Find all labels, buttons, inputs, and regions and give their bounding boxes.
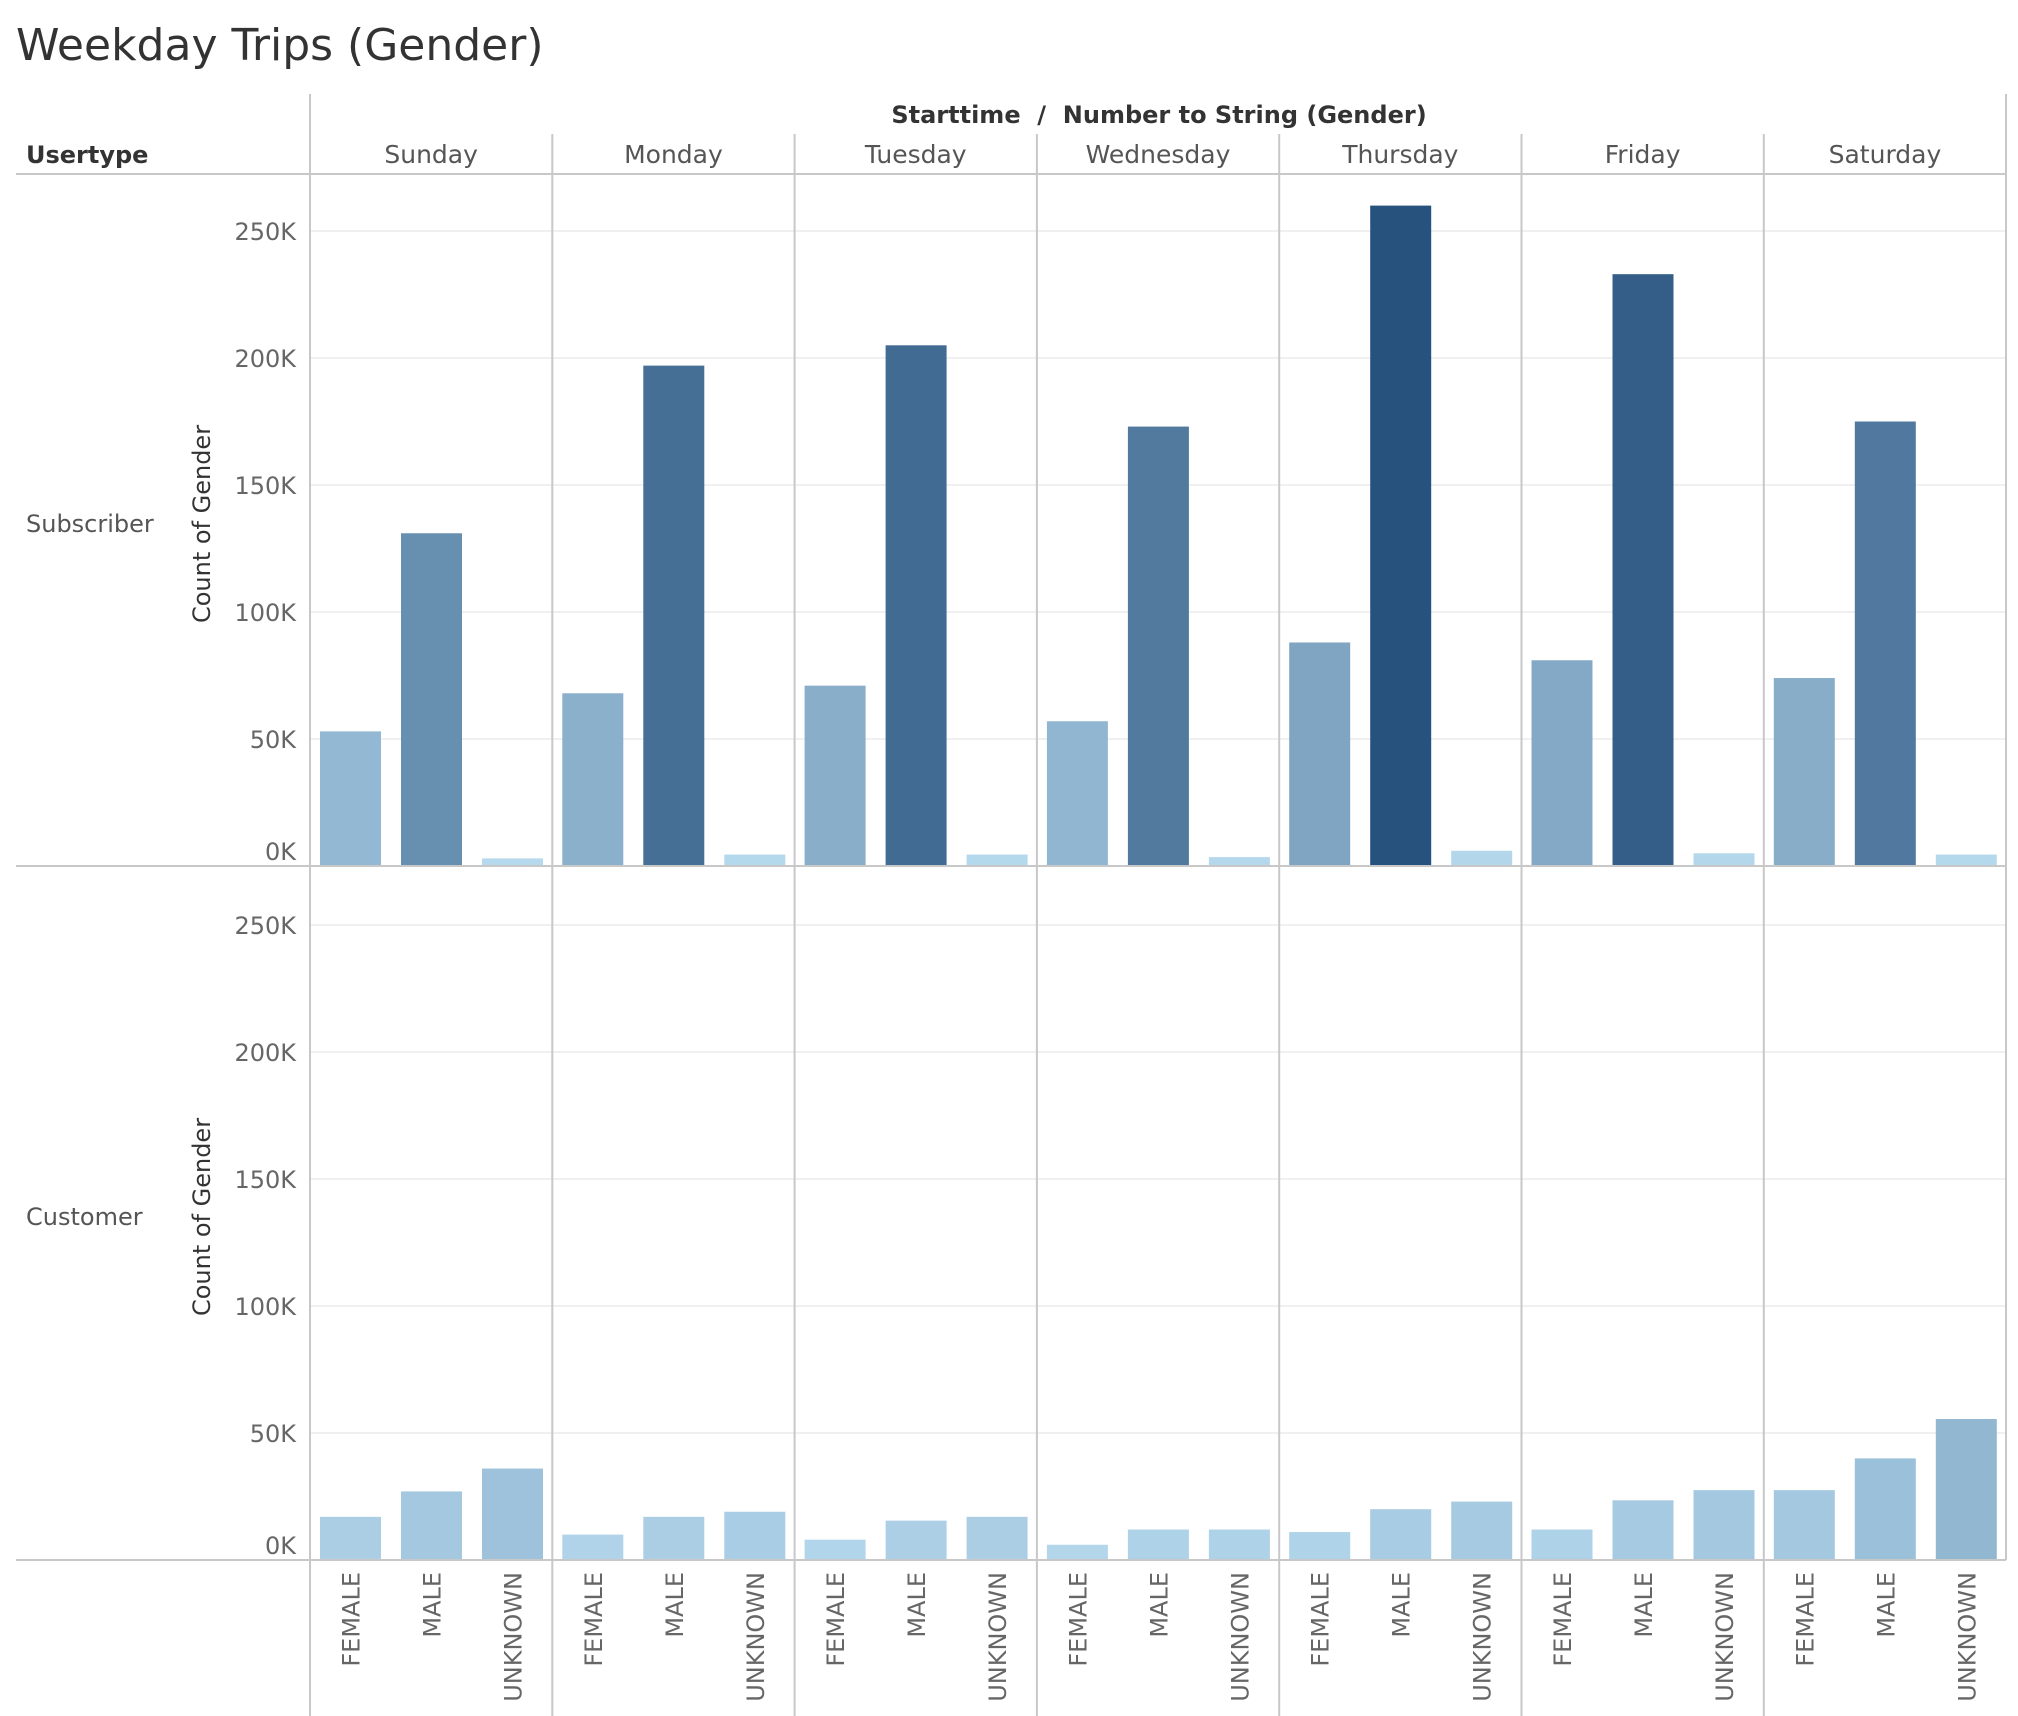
dividers (16, 94, 2007, 1716)
bar-subscriber-wednesday-unknown (1208, 857, 1270, 866)
bar-subscriber-wednesday-female (1046, 721, 1108, 866)
bar-subscriber-sunday-male (401, 533, 462, 866)
bar-customer-thursday-male (1370, 1509, 1432, 1560)
bar-customer-wednesday-male (1127, 1529, 1189, 1560)
x-tick-label-unknown: UNKNOWN (500, 1572, 528, 1702)
x-tick-label-unknown: UNKNOWN (1711, 1572, 1739, 1702)
y-tick-label: 150K (234, 1166, 297, 1194)
bar-subscriber-thursday-unknown (1451, 850, 1513, 866)
y-tick-label: 0K (265, 838, 297, 866)
row-label-customer: Customer (26, 1203, 143, 1231)
bar-subscriber-monday-unknown (724, 854, 786, 866)
y-tick-label: 100K (234, 1293, 297, 1321)
x-tick-label-male: MALE (903, 1572, 931, 1638)
bar-customer-saturday-unknown (1935, 1419, 1997, 1560)
bar-customer-tuesday-male (885, 1520, 947, 1560)
x-tick-label-female: FEMALE (338, 1572, 366, 1667)
y-tick-label: 150K (234, 472, 297, 500)
bar-customer-friday-female (1531, 1529, 1593, 1560)
column-header-title: Starttime / Number to String (Gender) (891, 101, 1426, 129)
bar-subscriber-sunday-female (320, 731, 381, 866)
bar-customer-friday-unknown (1693, 1490, 1755, 1560)
y-tick-label: 50K (250, 1420, 298, 1448)
bar-subscriber-monday-male (643, 365, 705, 866)
bar-customer-monday-unknown (724, 1511, 786, 1560)
bar-subscriber-tuesday-unknown (966, 854, 1028, 866)
x-tick-label-female: FEMALE (1064, 1572, 1092, 1667)
bar-subscriber-saturday-female (1773, 678, 1835, 866)
bar-customer-saturday-female (1773, 1490, 1835, 1560)
x-tick-label-female: FEMALE (1791, 1572, 1819, 1667)
bar-customer-saturday-male (1854, 1458, 1916, 1560)
x-tick-label-male: MALE (1872, 1572, 1900, 1638)
day-header-friday: Friday (1605, 140, 1681, 169)
bar-subscriber-wednesday-male (1127, 426, 1189, 866)
y-tick-label: 100K (234, 599, 297, 627)
bar-subscriber-friday-unknown (1693, 853, 1755, 866)
bar-customer-thursday-unknown (1451, 1501, 1513, 1560)
y-tick-label: 50K (250, 726, 298, 754)
day-header-thursday: Thursday (1341, 140, 1458, 169)
y-tick-label: 0K (265, 1532, 297, 1560)
row-label-subscriber: Subscriber (26, 510, 154, 538)
labels: Starttime / Number to String (Gender) Us… (26, 101, 1981, 1702)
x-tick-label-unknown: UNKNOWN (984, 1572, 1012, 1702)
bar-subscriber-sunday-unknown (482, 858, 543, 866)
x-tick-label-male: MALE (1145, 1572, 1173, 1638)
y-tick-label: 250K (234, 912, 297, 940)
bar-customer-thursday-female (1289, 1532, 1351, 1560)
x-tick-label-female: FEMALE (822, 1572, 850, 1667)
bar-customer-wednesday-female (1046, 1544, 1108, 1560)
bar-subscriber-friday-male (1612, 274, 1674, 866)
day-header-tuesday: Tuesday (864, 140, 967, 169)
x-tick-label-unknown: UNKNOWN (1469, 1572, 1497, 1702)
x-tick-label-female: FEMALE (1307, 1572, 1335, 1667)
bars (320, 205, 1997, 1560)
y-tick-label: 200K (234, 345, 297, 373)
y-tick-label: 250K (234, 218, 297, 246)
bar-subscriber-saturday-male (1854, 421, 1916, 866)
bar-customer-tuesday-unknown (966, 1516, 1028, 1560)
bar-subscriber-thursday-female (1289, 642, 1351, 866)
x-tick-label-male: MALE (419, 1572, 447, 1638)
bar-subscriber-tuesday-female (804, 685, 866, 866)
x-tick-label-male: MALE (661, 1572, 689, 1638)
bar-customer-sunday-male (401, 1491, 462, 1560)
day-header-saturday: Saturday (1829, 140, 1942, 169)
x-tick-label-unknown: UNKNOWN (1953, 1572, 1981, 1702)
x-tick-label-female: FEMALE (580, 1572, 608, 1667)
x-tick-label-unknown: UNKNOWN (742, 1572, 770, 1702)
bar-subscriber-saturday-unknown (1935, 854, 1997, 866)
bar-customer-sunday-unknown (482, 1468, 543, 1560)
day-header-wednesday: Wednesday (1086, 140, 1231, 169)
x-tick-label-unknown: UNKNOWN (1226, 1572, 1254, 1702)
y-tick-label: 200K (234, 1039, 297, 1067)
bar-customer-wednesday-unknown (1208, 1529, 1270, 1560)
bar-subscriber-thursday-male (1370, 205, 1432, 867)
day-header-monday: Monday (624, 140, 723, 169)
bar-customer-tuesday-female (804, 1539, 866, 1560)
bar-customer-friday-male (1612, 1500, 1674, 1560)
x-tick-label-female: FEMALE (1549, 1572, 1577, 1667)
bar-subscriber-friday-female (1531, 660, 1593, 866)
bar-subscriber-monday-female (562, 693, 624, 866)
bar-customer-monday-male (643, 1516, 705, 1560)
chart-title: Weekday Trips (Gender) (16, 20, 544, 71)
bar-customer-monday-female (562, 1534, 624, 1560)
y-axis-title: Count of Gender (188, 1118, 216, 1316)
row-header-title: Usertype (26, 141, 148, 169)
bar-customer-sunday-female (320, 1516, 381, 1560)
day-header-sunday: Sunday (384, 140, 478, 169)
y-axis-title: Count of Gender (188, 425, 216, 623)
x-tick-label-male: MALE (1388, 1572, 1416, 1638)
x-tick-label-male: MALE (1630, 1572, 1658, 1638)
bar-subscriber-tuesday-male (885, 345, 947, 866)
